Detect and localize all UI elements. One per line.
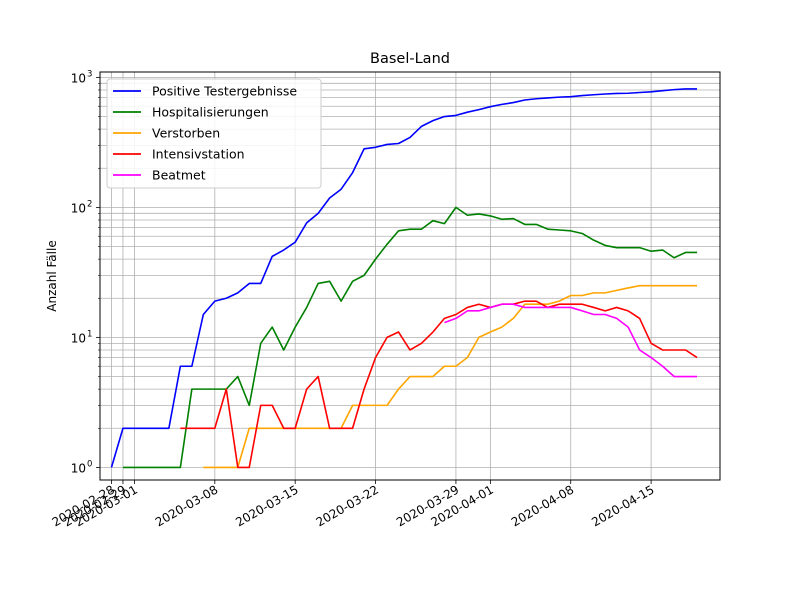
legend-box — [106, 78, 322, 189]
legend-entry: Verstorben — [152, 126, 220, 141]
legend: Positive Testergebnisse Hospitalisierunge… — [106, 78, 322, 189]
y-tick-label: 10 — [71, 201, 86, 215]
y-tick-label: 10 — [71, 71, 86, 85]
series-lines — [110, 88, 698, 469]
y-tick-label: 10 — [71, 331, 86, 345]
legend-entry: Intensivstation — [152, 147, 245, 162]
series-line-positive-testergebnisse — [110, 88, 698, 468]
legend-entry: Hospitalisierungen — [152, 105, 269, 120]
y-tick-exponent: 1 — [87, 329, 92, 339]
series-line-hospitalisierungen — [122, 206, 698, 469]
axes-frame — [99, 71, 721, 481]
chart-title: Basel-Land — [370, 51, 450, 67]
series-line-beatmet — [444, 303, 698, 378]
y-tick-exponent: 0 — [87, 459, 92, 469]
legend-entry: Beatmet — [152, 168, 206, 183]
y-tick-exponent: 2 — [87, 199, 92, 209]
y-tick-exponent: 3 — [87, 69, 92, 79]
series-line-intensivstation — [180, 300, 698, 469]
y-tick-label: 10 — [71, 461, 86, 475]
y-axis-label: Anzahl Fälle — [45, 240, 59, 311]
legend-entry: Positive Testergebnisse — [152, 84, 297, 99]
